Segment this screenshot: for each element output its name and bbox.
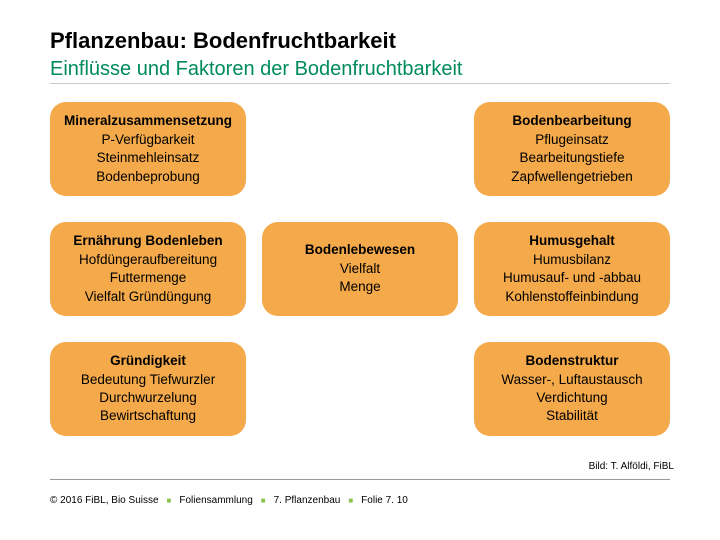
- page-title: Pflanzenbau: Bodenfruchtbarkeit: [50, 28, 670, 54]
- card-title: Bodenbearbeitung: [488, 112, 656, 130]
- footer-part3: Folie 7. 10: [361, 495, 408, 506]
- card-line: Vielfalt Gründüngung: [64, 288, 232, 306]
- card-line: Hofdüngeraufbereitung: [64, 251, 232, 269]
- footer-part1: Foliensammlung: [179, 495, 252, 506]
- card-line: Pflugeinsatz: [488, 131, 656, 149]
- footer-copyright: © 2016 FiBL, Bio Suisse: [50, 495, 159, 506]
- card-gruendigkeit: Gründigkeit Bedeutung Tiefwurzler Durchw…: [50, 342, 246, 436]
- empty-cell: [262, 342, 458, 436]
- footer: © 2016 FiBL, Bio Suisse ■ Foliensammlung…: [50, 495, 408, 506]
- card-line: Steinmehleinsatz: [64, 149, 232, 167]
- card-bodenbearbeitung: Bodenbearbeitung Pflugeinsatz Bearbeitun…: [474, 102, 670, 196]
- empty-cell: [262, 102, 458, 196]
- card-humusgehalt: Humusgehalt Humusbilanz Humusauf- und -a…: [474, 222, 670, 316]
- card-line: Humusauf- und -abbau: [488, 269, 656, 287]
- image-attribution: Bild: T. Alföldi, FiBL: [589, 461, 674, 472]
- card-line: Bearbeitungstiefe: [488, 149, 656, 167]
- card-line: Durchwurzelung: [64, 389, 232, 407]
- card-title: Bodenlebewesen: [276, 241, 444, 259]
- card-line: Humusbilanz: [488, 251, 656, 269]
- card-line: Zapfwellengetrieben: [488, 168, 656, 186]
- card-title: Gründigkeit: [64, 352, 232, 370]
- card-line: P-Verfügbarkeit: [64, 131, 232, 149]
- footer-separator-icon: ■: [167, 496, 172, 505]
- card-title: Ernährung Bodenleben: [64, 232, 232, 250]
- card-line: Wasser-, Luftaustausch: [488, 371, 656, 389]
- footer-part2: 7. Pflanzenbau: [274, 495, 341, 506]
- card-title: Humusgehalt: [488, 232, 656, 250]
- card-bodenstruktur: Bodenstruktur Wasser-, Luftaustausch Ver…: [474, 342, 670, 436]
- card-ernaehrung: Ernährung Bodenleben Hofdüngeraufbereitu…: [50, 222, 246, 316]
- card-line: Bewirtschaftung: [64, 407, 232, 425]
- card-bodenlebewesen: Bodenlebewesen Vielfalt Menge: [262, 222, 458, 316]
- factor-grid: Mineralzusammensetzung P-Verfügbarkeit S…: [50, 102, 670, 436]
- card-line: Futtermenge: [64, 269, 232, 287]
- card-title: Bodenstruktur: [488, 352, 656, 370]
- footer-separator-icon: ■: [261, 496, 266, 505]
- card-line: Stabilität: [488, 407, 656, 425]
- card-line: Menge: [276, 278, 444, 296]
- subtitle-underline: [50, 83, 670, 84]
- card-title: Mineralzusammensetzung: [64, 112, 232, 130]
- card-line: Bodenbeprobung: [64, 168, 232, 186]
- footer-rule: [50, 479, 670, 480]
- card-line: Verdichtung: [488, 389, 656, 407]
- card-line: Vielfalt: [276, 260, 444, 278]
- footer-separator-icon: ■: [348, 496, 353, 505]
- card-line: Kohlenstoffeinbindung: [488, 288, 656, 306]
- card-line: Bedeutung Tiefwurzler: [64, 371, 232, 389]
- page-subtitle: Einflüsse und Faktoren der Bodenfruchtba…: [50, 58, 670, 81]
- card-mineral: Mineralzusammensetzung P-Verfügbarkeit S…: [50, 102, 246, 196]
